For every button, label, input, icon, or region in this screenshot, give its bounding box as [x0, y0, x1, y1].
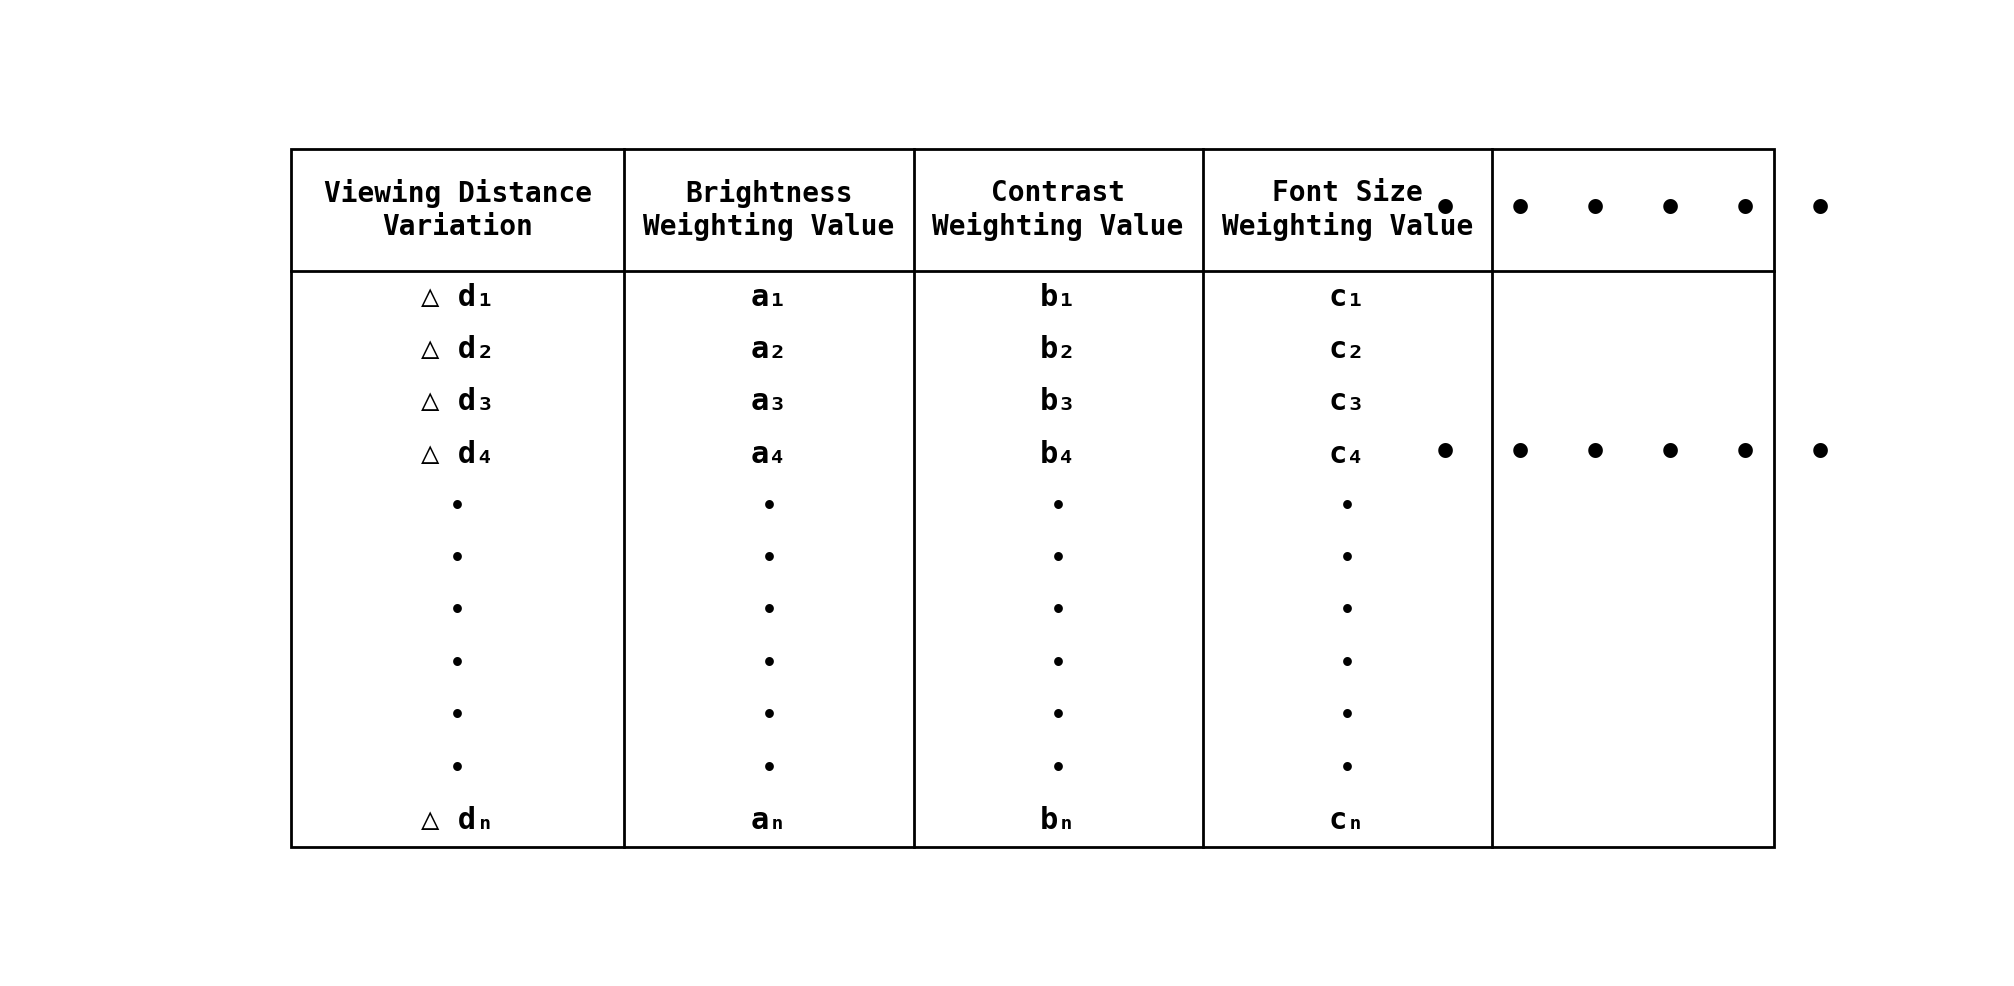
Text: •: • — [449, 599, 465, 623]
Text: aₙ: aₙ — [751, 807, 787, 835]
Text: a₃: a₃ — [751, 387, 787, 416]
Text: b₃: b₃ — [1039, 387, 1077, 416]
Text: △ dₙ: △ dₙ — [421, 807, 493, 835]
Text: •: • — [449, 704, 465, 729]
Text: •: • — [1339, 599, 1355, 623]
Text: △ d₂: △ d₂ — [421, 335, 493, 364]
Text: •: • — [1339, 756, 1355, 781]
Text: △ d₁: △ d₁ — [421, 283, 493, 312]
Text: •: • — [1051, 756, 1065, 781]
Text: •: • — [449, 495, 465, 519]
Text: •: • — [761, 652, 777, 675]
Text: •: • — [449, 756, 465, 781]
Text: △ d₃: △ d₃ — [421, 387, 493, 416]
Text: •: • — [761, 547, 777, 571]
Text: •: • — [761, 495, 777, 519]
Text: •: • — [761, 599, 777, 623]
Text: •: • — [449, 547, 465, 571]
Text: •: • — [1051, 599, 1065, 623]
Text: •: • — [1051, 704, 1065, 729]
Text: c₃: c₃ — [1329, 387, 1365, 416]
Text: •: • — [1051, 547, 1065, 571]
Text: a₁: a₁ — [751, 283, 787, 312]
Text: •: • — [1051, 495, 1065, 519]
Text: Viewing Distance
Variation: Viewing Distance Variation — [324, 179, 592, 241]
Text: •: • — [1051, 652, 1065, 675]
Text: •  •  •  •  •  •: • • • • • • — [1432, 188, 1833, 231]
Text: bₙ: bₙ — [1039, 807, 1077, 835]
Text: •: • — [1339, 704, 1355, 729]
Text: •  •  •  •  •  •: • • • • • • — [1432, 433, 1833, 475]
Text: △ d₄: △ d₄ — [421, 440, 493, 468]
Text: •: • — [1339, 547, 1355, 571]
Text: •: • — [1339, 495, 1355, 519]
Text: c₂: c₂ — [1329, 335, 1365, 364]
Text: a₄: a₄ — [751, 440, 787, 468]
Text: •: • — [761, 704, 777, 729]
Text: a₂: a₂ — [751, 335, 787, 364]
Text: b₁: b₁ — [1039, 283, 1077, 312]
Text: c₄: c₄ — [1329, 440, 1365, 468]
Text: •: • — [1339, 652, 1355, 675]
Text: Font Size
Weighting Value: Font Size Weighting Value — [1222, 179, 1472, 241]
Text: b₂: b₂ — [1039, 335, 1077, 364]
Text: cₙ: cₙ — [1329, 807, 1365, 835]
Text: Brightness
Weighting Value: Brightness Weighting Value — [642, 178, 894, 242]
Text: c₁: c₁ — [1329, 283, 1365, 312]
Text: Contrast
Weighting Value: Contrast Weighting Value — [932, 179, 1184, 241]
Text: •: • — [449, 652, 465, 675]
Text: b₄: b₄ — [1039, 440, 1077, 468]
Text: •: • — [761, 756, 777, 781]
